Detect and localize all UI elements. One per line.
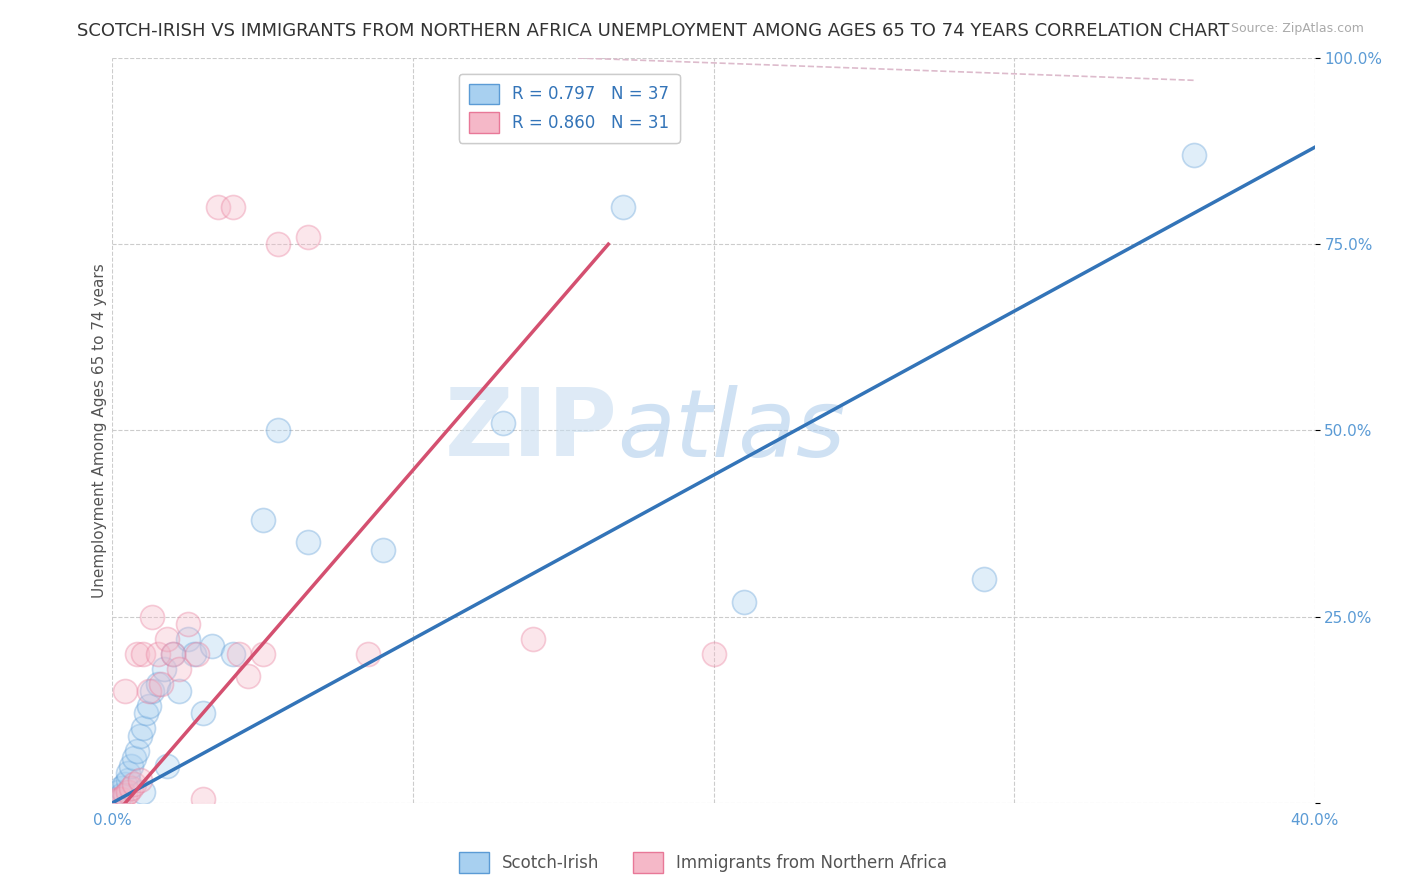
Point xyxy=(120,780,142,795)
Point xyxy=(228,647,250,661)
Point xyxy=(138,698,160,713)
Point xyxy=(167,684,190,698)
Point xyxy=(125,647,148,661)
Point xyxy=(702,647,725,661)
Point xyxy=(297,229,319,244)
Text: atlas: atlas xyxy=(617,384,845,476)
Point xyxy=(146,647,169,661)
Point xyxy=(236,669,259,683)
Point xyxy=(371,542,394,557)
Point xyxy=(128,773,150,788)
Point xyxy=(267,237,290,252)
Point xyxy=(125,744,148,758)
Point xyxy=(522,632,544,646)
Point xyxy=(114,789,136,803)
Point xyxy=(1184,148,1206,162)
Point xyxy=(186,647,208,661)
Point xyxy=(222,647,245,661)
Point xyxy=(183,647,205,661)
Point xyxy=(110,792,132,806)
Point xyxy=(131,647,153,661)
Point xyxy=(252,647,274,661)
Point xyxy=(167,662,190,676)
Point xyxy=(104,792,127,806)
Y-axis label: Unemployment Among Ages 65 to 74 years: Unemployment Among Ages 65 to 74 years xyxy=(91,263,107,598)
Point xyxy=(131,784,153,798)
Point xyxy=(128,729,150,743)
Point xyxy=(222,200,245,214)
Point xyxy=(117,784,139,798)
Point xyxy=(117,766,139,780)
Point xyxy=(297,535,319,549)
Point xyxy=(138,684,160,698)
Point xyxy=(733,595,755,609)
Point xyxy=(492,416,515,430)
Point xyxy=(152,662,174,676)
Point xyxy=(191,706,214,721)
Text: SCOTCH-IRISH VS IMMIGRANTS FROM NORTHERN AFRICA UNEMPLOYMENT AMONG AGES 65 TO 74: SCOTCH-IRISH VS IMMIGRANTS FROM NORTHERN… xyxy=(77,22,1230,40)
Point xyxy=(155,758,177,772)
Point xyxy=(191,792,214,806)
Point xyxy=(155,632,177,646)
Point xyxy=(107,784,129,798)
Text: Source: ZipAtlas.com: Source: ZipAtlas.com xyxy=(1230,22,1364,36)
Point xyxy=(117,773,139,788)
Point xyxy=(252,513,274,527)
Point xyxy=(357,647,380,661)
Point xyxy=(267,424,290,438)
Point xyxy=(104,794,127,808)
Point xyxy=(131,721,153,735)
Point xyxy=(149,676,172,690)
Point xyxy=(973,573,995,587)
Point xyxy=(201,640,224,654)
Point xyxy=(612,200,634,214)
Point xyxy=(107,789,129,804)
Point xyxy=(110,789,132,803)
Point xyxy=(135,706,157,721)
Point xyxy=(146,676,169,690)
Point xyxy=(110,780,132,795)
Point xyxy=(120,758,142,772)
Point xyxy=(141,609,163,624)
Text: ZIP: ZIP xyxy=(444,384,617,476)
Legend: R = 0.797   N = 37, R = 0.860   N = 31: R = 0.797 N = 37, R = 0.860 N = 31 xyxy=(460,74,679,143)
Point xyxy=(122,777,145,791)
Point xyxy=(104,794,127,808)
Point xyxy=(107,792,129,806)
Point xyxy=(122,751,145,765)
Point xyxy=(176,617,198,632)
Point xyxy=(176,632,198,646)
Point xyxy=(162,647,184,661)
Point xyxy=(162,647,184,661)
Point xyxy=(207,200,229,214)
Point xyxy=(114,777,136,791)
Point xyxy=(141,684,163,698)
Point xyxy=(114,684,136,698)
Legend: Scotch-Irish, Immigrants from Northern Africa: Scotch-Irish, Immigrants from Northern A… xyxy=(453,846,953,880)
